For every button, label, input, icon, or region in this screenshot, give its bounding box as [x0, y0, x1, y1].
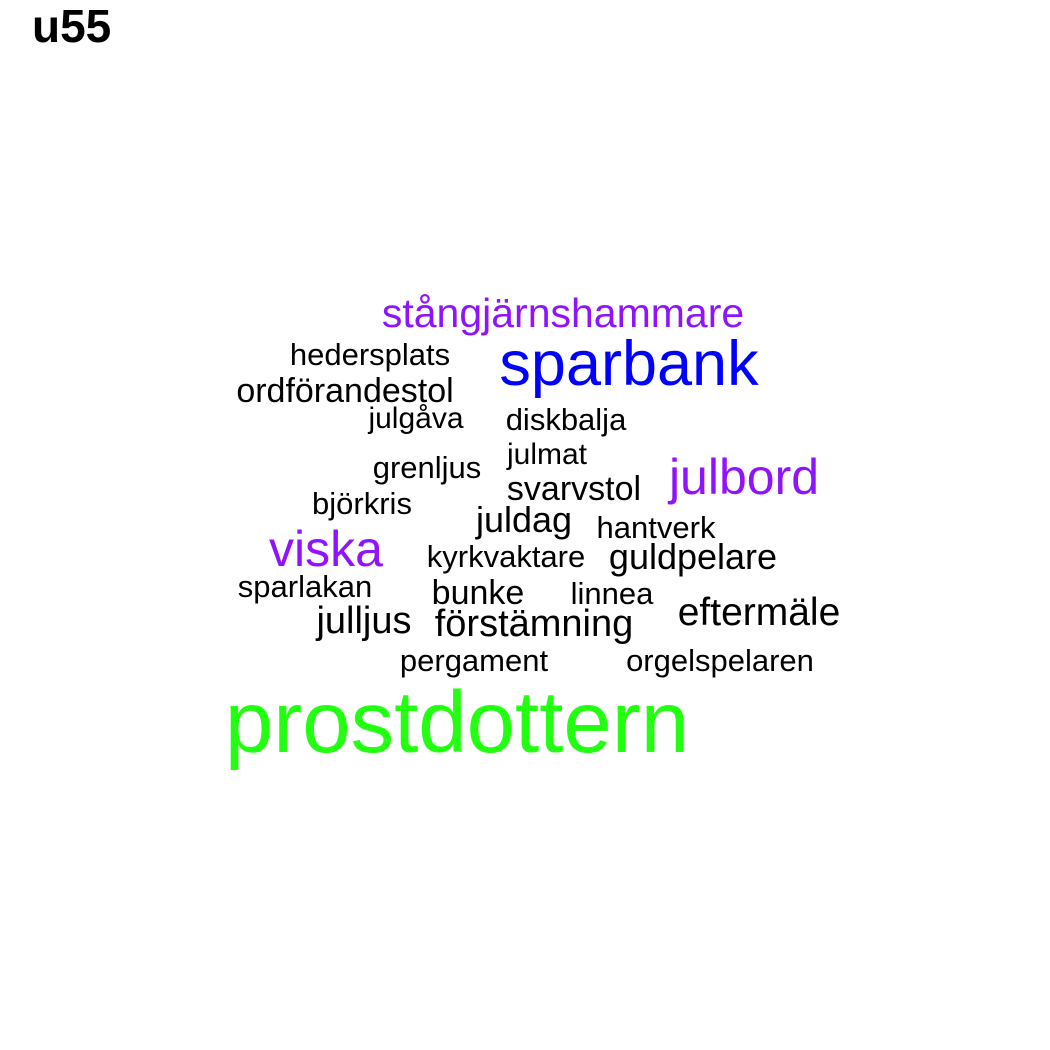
word-grenljus: grenljus: [372, 450, 482, 486]
word-svarvstol: svarvstol: [506, 470, 642, 509]
word-efterмale: eftermäle: [677, 590, 841, 634]
word-julljus: julljus: [316, 599, 412, 642]
word-julbord: julbord: [668, 449, 820, 505]
word-guldpelare: guldpelare: [608, 535, 778, 577]
word-prostdottern: prostdottern: [224, 673, 690, 771]
word-viska: viska: [269, 521, 383, 577]
page-title: u55: [32, 0, 112, 52]
word-hantverk: hantverk: [596, 510, 716, 546]
word-linnea: linnea: [570, 576, 654, 612]
word-julgava: julgåva: [368, 402, 464, 435]
word-hedersplats: hedersplats: [289, 337, 451, 373]
word-ordforandestol: ordförandestol: [236, 372, 454, 411]
word-diskbalja: diskbalja: [505, 402, 627, 438]
word-forstamning: förstämning: [434, 602, 634, 645]
word-stangjarnshammare: stångjärnshammare: [381, 290, 745, 337]
word-pergament: pergament: [399, 643, 549, 679]
word-bjorkris: björkris: [312, 486, 412, 522]
word-sparbank: sparbank: [499, 329, 759, 400]
word-kyrkvaktare: kyrkvaktare: [426, 539, 586, 575]
word-sparlakan: sparlakan: [237, 569, 373, 605]
word-juldag: juldag: [475, 498, 573, 540]
word-bunke: bunke: [431, 574, 525, 613]
word-julmat: julmat: [506, 438, 588, 471]
word-orgelspelaren: orgelspelaren: [626, 643, 814, 679]
